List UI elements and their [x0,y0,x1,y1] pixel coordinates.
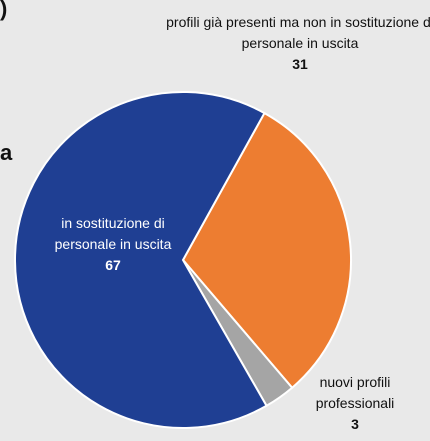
slice-label: in sostituzione di personale in uscita 67 [38,213,188,276]
cropped-text: ) [0,0,8,21]
value-label: 67 [105,257,121,273]
value-label: 31 [292,56,308,72]
slice-label: nuovi profili professionali 3 [295,372,415,435]
label-text: in sostituzione di personale in uscita [54,215,172,252]
pie-slice [181,111,352,390]
label-text: profili già presenti ma non in sostituzi… [166,14,430,51]
cropped-text: a [0,140,13,165]
pie-slice [14,91,268,429]
label-text: nuovi profili professionali [315,374,395,411]
value-label: 3 [351,416,359,432]
slice-label: profili già presenti ma non in sostituzi… [165,12,430,75]
